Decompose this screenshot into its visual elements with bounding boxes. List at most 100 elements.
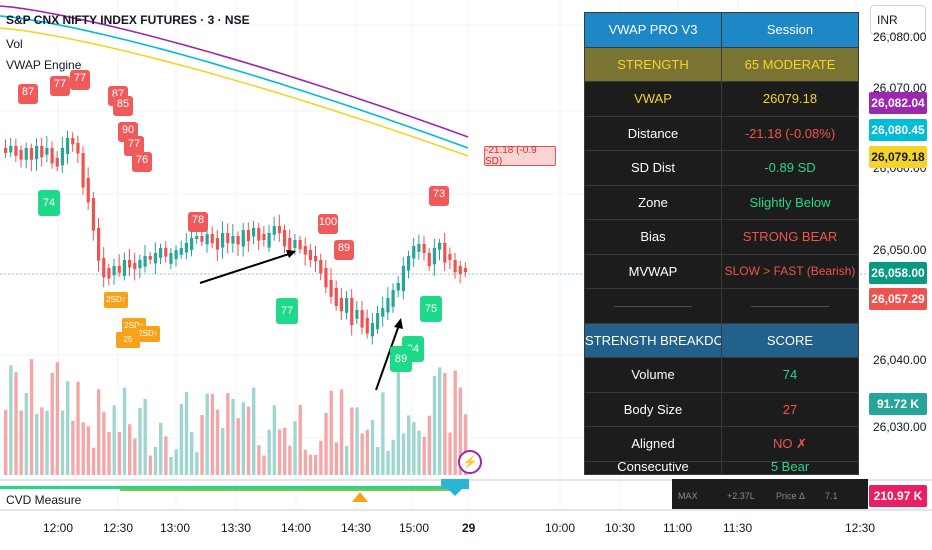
candle-body [76,143,80,154]
time-tick: 14:30 [341,521,372,535]
candle-body [370,323,375,337]
sell-signal-marker: 78 [188,212,208,232]
volume-bar [102,412,106,475]
sell-signal-marker: 85 [113,96,133,116]
row-value: —————— [721,288,859,324]
volume-bar [71,420,75,475]
row-label: Aligned [584,426,722,462]
volume-bar [29,359,34,475]
volume-bar [138,408,142,475]
volume-bar [432,375,437,475]
candle-body [272,226,276,235]
volume-bar [252,387,256,475]
row-label: Body Size [584,391,722,427]
volume-bar [97,389,101,475]
price-tick: 26,040.00 [873,353,927,367]
indicator-vwap-label[interactable]: VWAP Engine [6,58,82,72]
candle-body [308,250,313,261]
candle-body [117,266,121,273]
volume-bar [267,429,271,475]
candle-body [381,308,385,317]
candle-body [314,256,318,262]
table-session: Session [721,12,859,48]
volume-bar [153,446,158,475]
candle-body [91,198,96,231]
candle-body [267,233,271,248]
strength-value: 65 MODERATE [721,46,859,82]
candle-body [231,236,235,244]
volume-bar [303,449,308,475]
candle-body [221,233,225,248]
cvd-indicator-label[interactable]: CVD Measure [6,493,82,507]
candle-body [458,266,462,274]
symbol-title[interactable]: S&P CNX NIFTY INDEX FUTURES · 3 · NSE [6,13,250,27]
price-tick: 26,080.00 [873,30,927,44]
candle-body [50,148,54,164]
candle-body [293,240,297,248]
table-row: Volume 74 [584,357,859,393]
volume-bar [24,392,29,475]
candle-body [448,254,452,261]
volume-bar [283,427,287,475]
volume-bar [66,381,70,475]
volume-bar [324,413,328,475]
candle-body [205,234,209,245]
candle-body [40,146,44,158]
volume-bar [169,456,173,475]
candle-body [277,226,282,234]
sell-signal-marker: 76 [132,152,152,172]
buy-signal-marker: 75 [420,296,442,322]
time-tick: 11:30 [723,521,753,535]
price-badge: 26,058.00 [869,262,927,284]
table-row: Consecutive 5 Bear [584,460,859,475]
price-tick: 26,030.00 [873,420,927,434]
table-title: VWAP PRO V3 [584,12,722,48]
candle-body [190,238,194,251]
candle-body [128,260,132,268]
volume-bar [128,424,132,475]
row-label: MVWAP [584,253,722,289]
candle-body [386,298,390,313]
candle-body [246,230,251,242]
candle-body [200,236,204,242]
volume-bar [288,445,292,475]
candle-body [365,318,369,334]
candle-body [401,266,406,292]
volume-bar [91,447,96,475]
volume-bar [293,421,297,475]
lightning-icon[interactable]: ⚡ [458,450,482,474]
time-tick: 13:00 [160,521,191,535]
currency-button[interactable]: INR [870,5,926,35]
candle-body [164,248,168,257]
candle-body [463,268,468,273]
scroll-marker[interactable] [441,479,469,489]
candle-body [417,244,421,252]
sell-signal-marker: 87 [18,84,38,104]
candle-body [14,146,18,156]
volume-bar [453,370,457,475]
candle-body [35,146,39,160]
volume-bar [365,429,370,475]
volume-bar [148,455,153,475]
candle-body [184,243,189,253]
table-row: MVWAP SLOW > FAST (Bearish) [584,253,859,289]
candle-body [443,243,447,263]
volume-bar [360,433,364,475]
candle-body [60,148,65,166]
volume-bar [45,410,49,475]
candle-body [350,298,354,326]
candle-body [252,228,256,237]
candle-body [236,236,240,245]
vwap-pro-table: VWAP PRO V3 Session STRENGTH 65 MODERATE… [584,12,859,475]
row-label: Distance [584,115,722,151]
price-tick: 26,070.00 [873,81,927,95]
volume-bar [164,436,168,475]
candle-body [24,148,28,160]
volume-bar [236,418,240,475]
trend-arrow [375,324,400,391]
candle-body [29,148,34,160]
volume-bar [231,398,235,475]
volume-bar [386,450,390,475]
indicator-vol-label[interactable]: Vol [6,37,23,51]
